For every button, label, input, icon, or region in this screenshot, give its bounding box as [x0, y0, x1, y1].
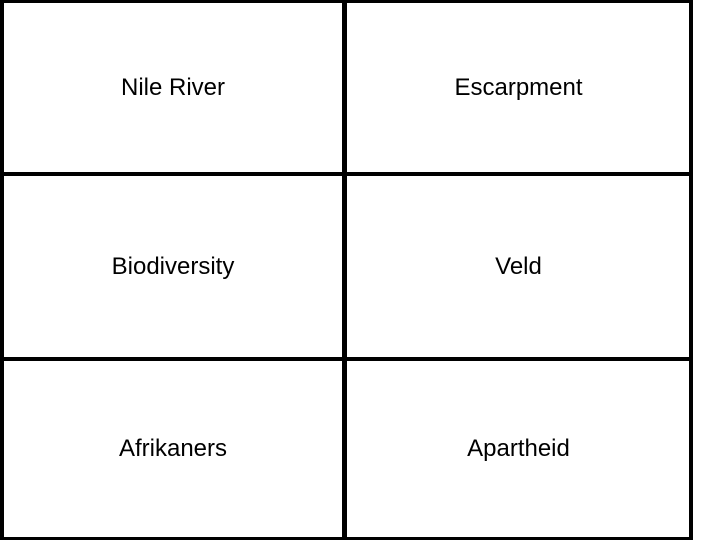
- divider: [4, 172, 689, 176]
- cell: Veld: [495, 252, 542, 280]
- cell: Apartheid: [467, 435, 570, 462]
- cell: Nile River: [120, 73, 225, 101]
- divider: [342, 3, 347, 537]
- cell: Biodiversity: [111, 252, 235, 280]
- card-table: Nile River Escarpment Biodiversity Veld …: [0, 0, 693, 540]
- cell: Afrikaners: [118, 435, 228, 462]
- cell: Escarpment: [454, 73, 583, 101]
- divider: [4, 357, 689, 361]
